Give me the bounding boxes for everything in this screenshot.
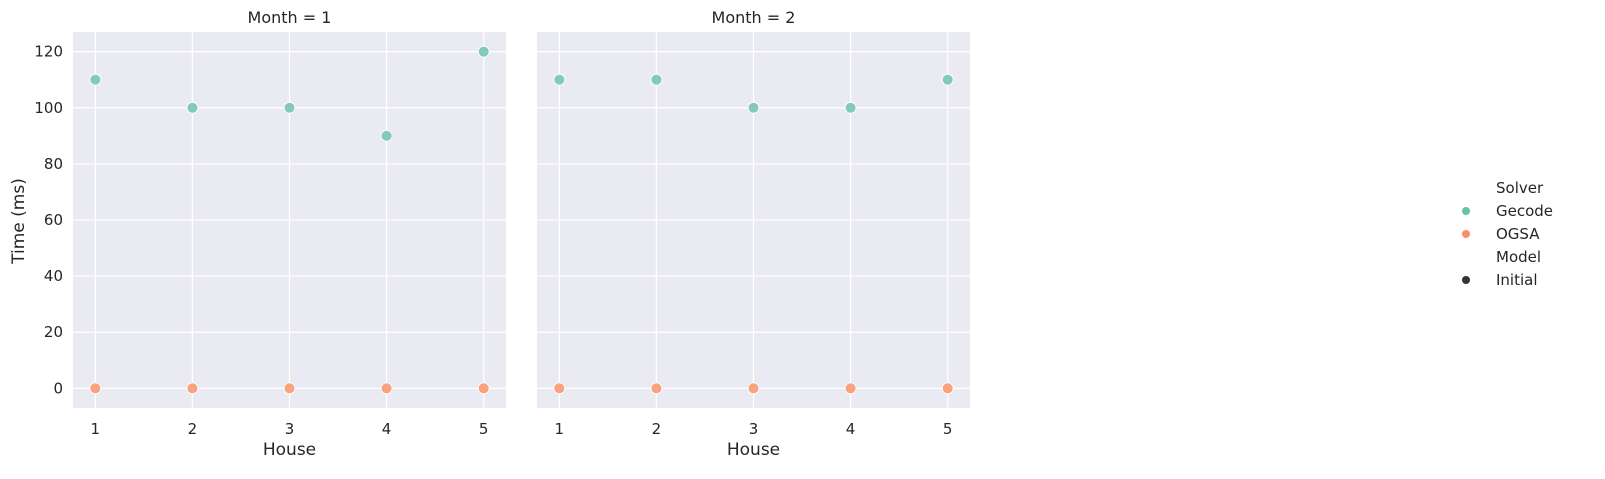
- y-tick-label: 0: [53, 379, 63, 397]
- facet-panel-2: Month = 2 1 2 3 4 5 House: [537, 8, 970, 460]
- data-point-ogsa: [747, 382, 760, 395]
- data-point-ogsa: [844, 382, 857, 395]
- data-point-ogsa: [477, 382, 490, 395]
- legend-entry-label: Gecode: [1496, 202, 1553, 220]
- x-tick-label: 5: [943, 420, 953, 438]
- x-tick-label: 4: [846, 420, 856, 438]
- data-point-gecode: [186, 101, 199, 114]
- series-ogsa: [89, 382, 490, 395]
- data-point-gecode: [650, 73, 663, 86]
- legend-marker: [1462, 276, 1470, 284]
- data-point-ogsa: [186, 382, 199, 395]
- data-point-gecode: [89, 73, 102, 86]
- y-tick-label: 100: [34, 99, 63, 117]
- data-point-gecode: [844, 101, 857, 114]
- x-tick-label: 4: [382, 420, 392, 438]
- legend-entry-label: OGSA: [1496, 225, 1540, 243]
- data-point-gecode: [477, 45, 490, 58]
- legend-marker: [1462, 230, 1470, 238]
- series-gecode: [553, 73, 954, 114]
- y-tick-label: 60: [44, 211, 63, 229]
- data-point-ogsa: [650, 382, 663, 395]
- x-axis-label: House: [727, 440, 780, 460]
- legend-marker: [1462, 207, 1470, 215]
- data-point-ogsa: [553, 382, 566, 395]
- y-axis-label: Time (ms): [9, 178, 29, 265]
- x-tick-label: 5: [479, 420, 489, 438]
- legend: Solver Gecode OGSA Model Initial: [1462, 179, 1553, 289]
- data-point-ogsa: [941, 382, 954, 395]
- facet-panel-1: Month = 1 0 20 40 60 80 100 120 1 2 3 4 5 House: [34, 8, 506, 460]
- data-point-ogsa: [380, 382, 393, 395]
- legend-entry-label: Initial: [1496, 271, 1538, 289]
- data-point-gecode: [747, 101, 760, 114]
- y-tick-label: 120: [34, 43, 63, 61]
- data-point-ogsa: [283, 382, 296, 395]
- data-point-gecode: [941, 73, 954, 86]
- legend-title: Solver: [1496, 179, 1544, 197]
- x-tick-label: 2: [652, 420, 662, 438]
- y-tick-label: 20: [44, 323, 63, 341]
- x-tick-label: 1: [91, 420, 101, 438]
- x-tick-label: 3: [285, 420, 295, 438]
- x-tick-label: 2: [188, 420, 198, 438]
- legend-title: Model: [1496, 248, 1541, 266]
- facet-title: Month = 2: [712, 8, 796, 27]
- x-tick-label: 3: [749, 420, 759, 438]
- data-point-gecode: [553, 73, 566, 86]
- x-tick-label: 1: [555, 420, 565, 438]
- y-tick-label: 40: [44, 267, 63, 285]
- data-point-gecode: [380, 129, 393, 142]
- series-ogsa: [553, 382, 954, 395]
- data-point-ogsa: [89, 382, 102, 395]
- data-point-gecode: [283, 101, 296, 114]
- facet-title: Month = 1: [248, 8, 332, 27]
- y-tick-label: 80: [44, 155, 63, 173]
- x-axis-label: House: [263, 440, 316, 460]
- series-gecode: [89, 45, 490, 142]
